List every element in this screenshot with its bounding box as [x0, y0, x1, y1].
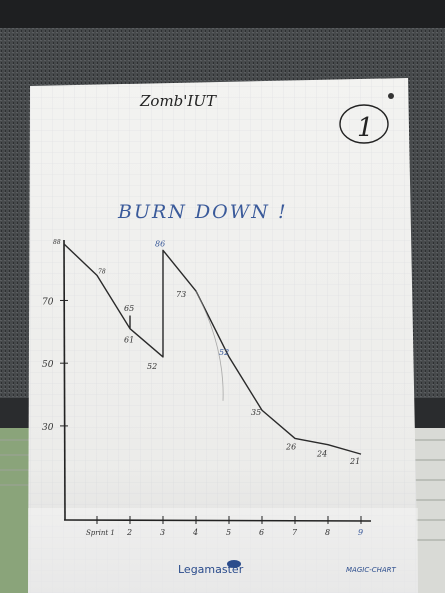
data-label-8: 35 — [251, 408, 261, 417]
brand-logo-text: Legamaster — [178, 563, 244, 576]
y-ticks: 30 50 70 — [42, 297, 68, 433]
brand-badge-icon — [227, 560, 241, 568]
paper-grid — [28, 78, 418, 593]
magnet-icon — [388, 93, 394, 99]
burndown-line — [63, 243, 362, 455]
window-left-outside — [0, 428, 32, 593]
x-tick-label-4: 4 — [192, 528, 198, 537]
y-tick-label-50: 50 — [42, 360, 54, 370]
data-labels: 88 78 65 61 52 86 73 52 35 26 24 21 — [53, 239, 360, 466]
pencil-sketch-line — [195, 290, 224, 401]
circled-number: 1 — [357, 113, 374, 143]
x-tick-label-3: 3 — [160, 528, 165, 537]
x-ticks: Sprint 1 2 3 4 5 6 7 8 9 — [86, 516, 363, 537]
data-label-6: 73 — [176, 290, 186, 299]
x-axis — [63, 519, 372, 522]
chart-heading: BURN DOWN ! — [117, 201, 288, 223]
x-tick-label-8: 8 — [325, 528, 330, 537]
data-label-4: 52 — [147, 362, 157, 371]
x-tick-label-6: 6 — [259, 528, 264, 537]
y-tick-label-30: 30 — [42, 423, 54, 433]
y-axis — [63, 239, 66, 521]
data-label-2: 65 — [124, 304, 134, 313]
y-tick-label-70: 70 — [42, 297, 54, 307]
brand-right-text: MAGIC-CHART — [346, 566, 397, 574]
x-tick-label-7: 7 — [292, 528, 298, 537]
number-circle — [339, 104, 389, 144]
data-label-1: 78 — [98, 268, 106, 275]
data-label-7: 52 — [219, 348, 229, 357]
x-tick-label-9: 9 — [358, 528, 363, 537]
x-tick-label-2: 2 — [126, 528, 132, 537]
paper-glare — [28, 508, 418, 593]
x-tick-label-1: Sprint 1 — [86, 529, 115, 537]
data-label-9: 26 — [285, 442, 296, 451]
x-tick-label-5: 5 — [226, 528, 231, 537]
data-label-0: 88 — [53, 239, 61, 246]
data-label-10: 24 — [316, 450, 327, 459]
data-label-11: 21 — [349, 457, 360, 466]
data-label-3: 61 — [124, 336, 134, 345]
ceiling-shadow — [0, 0, 445, 28]
board-title: Zomb'IUT — [139, 92, 217, 110]
data-label-5: 86 — [155, 239, 165, 248]
